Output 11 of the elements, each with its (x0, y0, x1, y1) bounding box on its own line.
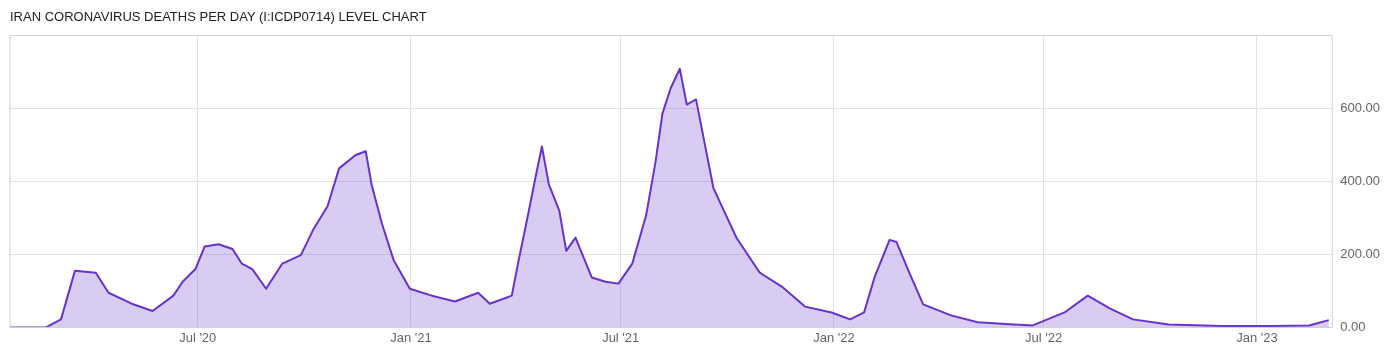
y-tick-label: 600.00 (1340, 100, 1380, 116)
x-tick-label: Jul '21 (602, 329, 640, 345)
chart-title: IRAN CORONAVIRUS DEATHS PER DAY (I:ICDP0714) LEVEL CHART (10, 9, 427, 25)
x-tick-label: Jan '21 (390, 329, 432, 345)
y-tick-label: 400.00 (1340, 173, 1380, 189)
y-tick-label: 0.00 (1340, 318, 1366, 334)
x-tick-label: Jan '22 (813, 329, 855, 345)
x-tick-label: Jan '23 (1236, 329, 1278, 345)
x-tick-label: Jul '22 (1025, 329, 1063, 345)
y-tick-label: 200.00 (1340, 246, 1380, 262)
x-tick-label: Jul '20 (179, 329, 217, 345)
